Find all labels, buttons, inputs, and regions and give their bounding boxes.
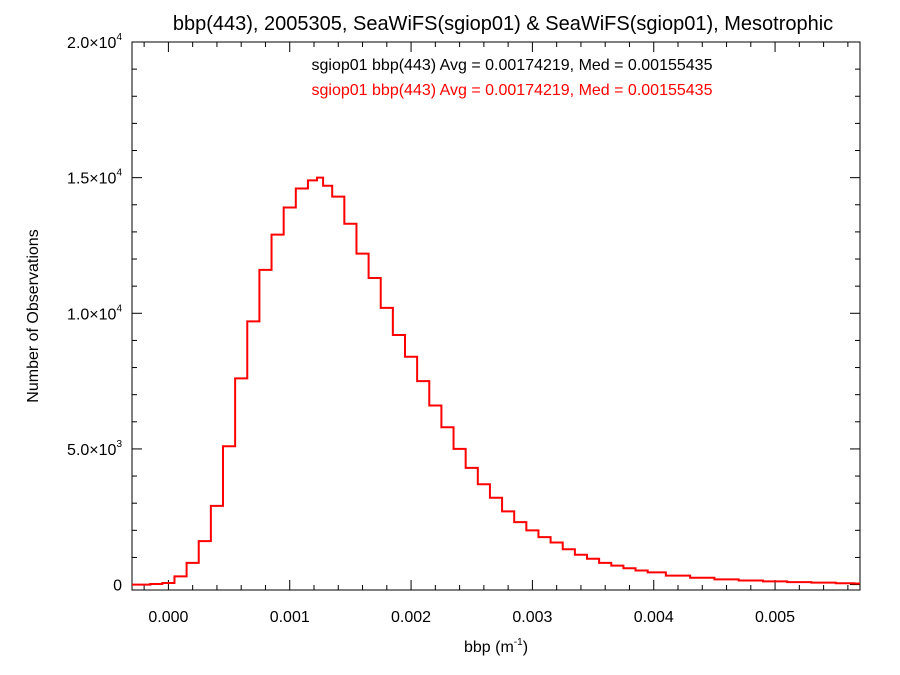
chart-title: bbp(443), 2005305, SeaWiFS(sgiop01) & Se…	[173, 13, 833, 35]
legend-entry-black: sgiop01 bbp(443) Avg = 0.00174219, Med =…	[312, 57, 713, 74]
axis-ticks	[132, 41, 860, 590]
y-tick-label: 2.0×104	[67, 32, 122, 52]
y-axis-label: Number of Observations	[25, 229, 42, 402]
plot-frame	[131, 41, 861, 591]
x-axis-label-exponent: -1	[514, 637, 523, 648]
x-tick-label: 0.002	[391, 609, 431, 626]
x-tick-label: 0.001	[270, 609, 310, 626]
y-tick-label: 1.0×104	[67, 303, 122, 323]
axis-tick-labels: 0.000 0.001 0.002 0.003 0.004 0.005 0 5.0×103 1.…	[67, 32, 795, 626]
series-line-red	[132, 176, 860, 586]
x-tick-label: 0.000	[148, 609, 188, 626]
y-tick-label: 1.5×104	[67, 168, 122, 188]
x-axis-label: bbp (m-1)	[464, 637, 528, 656]
x-tick-label: 0.005	[755, 609, 795, 626]
x-tick-label: 0.004	[634, 609, 674, 626]
y-tick-label: 5.0×103	[67, 439, 122, 459]
y-tick-label: 0	[113, 578, 122, 595]
legend-entry-red: sgiop01 bbp(443) Avg = 0.00174219, Med =…	[312, 82, 713, 99]
x-tick-label: 0.003	[512, 609, 552, 626]
